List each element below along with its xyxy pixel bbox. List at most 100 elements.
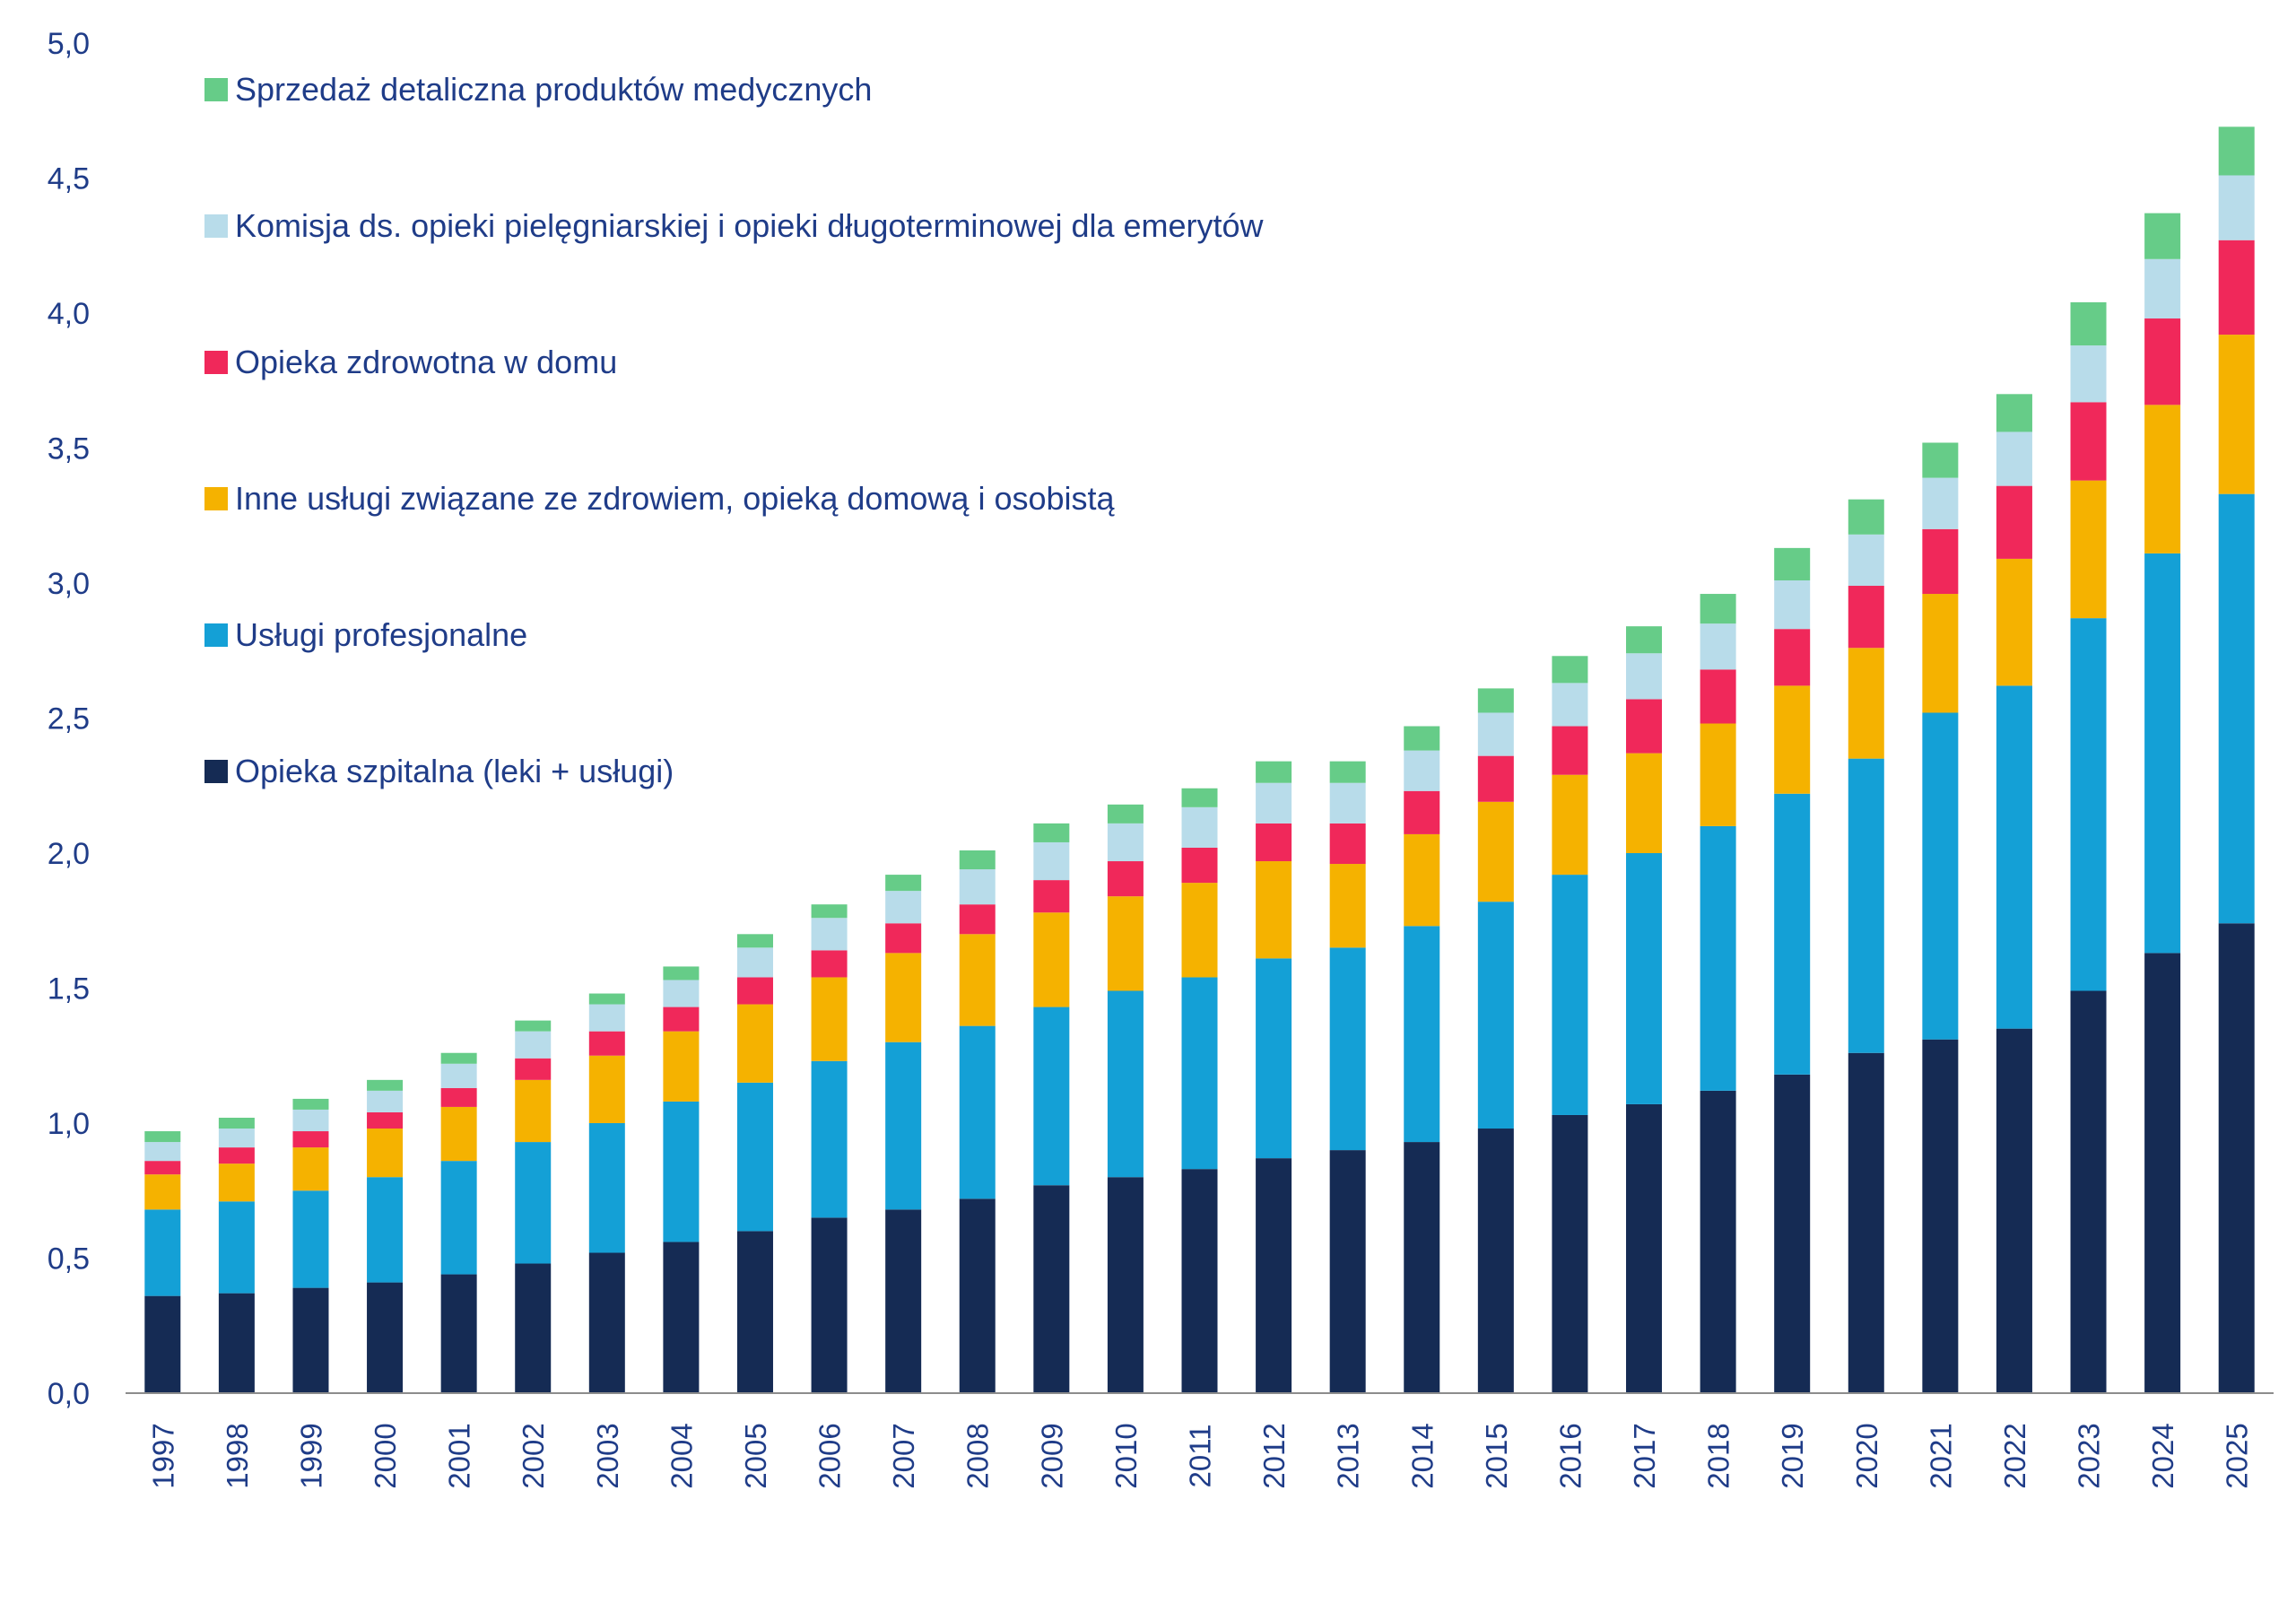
legend-item: Sprzedaż detaliczna produktów medycznych — [204, 71, 872, 108]
bar-segment-2015-s4 — [1477, 712, 1514, 756]
x-tick-label: 2024 — [2146, 1423, 2179, 1488]
bar-segment-1999-s5 — [292, 1098, 329, 1110]
bar-segment-2019-s3 — [1774, 629, 1811, 686]
bar-segment-1998-s3 — [218, 1147, 255, 1164]
bar-segment-2008-s4 — [959, 869, 996, 905]
x-tick-label: 2018 — [1702, 1423, 1735, 1488]
bar-segment-2016-s0 — [1552, 1114, 1588, 1393]
x-tick-label: 2000 — [369, 1423, 402, 1488]
y-tick-label: 0,5 — [48, 1242, 90, 1277]
bar-segment-2004-s0 — [663, 1242, 700, 1393]
bar-segment-2011-s2 — [1181, 883, 1218, 978]
bar-segment-2008-s0 — [959, 1198, 996, 1393]
bar-segment-2005-s1 — [736, 1082, 773, 1232]
bar-segment-2002-s1 — [515, 1142, 552, 1264]
bar-stack-2008 — [959, 850, 996, 1393]
bar-segment-2018-s0 — [1700, 1090, 1736, 1393]
bar-segment-2015-s2 — [1477, 801, 1514, 902]
bar-segment-2005-s0 — [736, 1231, 773, 1393]
legend-item: Opieka zdrowotna w domu — [204, 344, 617, 380]
x-tick-label: 1997 — [146, 1423, 179, 1488]
bar-segment-2024-s2 — [2144, 405, 2181, 553]
x-tick-label: 2008 — [961, 1423, 995, 1488]
bar-segment-2013-s2 — [1329, 864, 1366, 948]
bar-segment-1998-s1 — [218, 1201, 255, 1294]
y-tick-label: 1,0 — [48, 1107, 90, 1141]
legend-label: Opieka zdrowotna w domu — [235, 344, 617, 380]
bar-segment-2003-s3 — [588, 1031, 625, 1056]
bar-segment-2007-s3 — [885, 923, 922, 954]
bar-segment-2013-s4 — [1329, 782, 1366, 824]
bar-segment-2023-s4 — [2070, 345, 2107, 403]
x-tick-label: 2009 — [1035, 1423, 1068, 1488]
bar-stack-2023 — [2070, 301, 2107, 1393]
bar-segment-2021-s2 — [1922, 594, 1959, 713]
bar-segment-2022-s0 — [1996, 1028, 2032, 1393]
bar-segment-2024-s3 — [2144, 318, 2181, 405]
bar-segment-2012-s0 — [1256, 1158, 1292, 1393]
bar-segment-2012-s2 — [1256, 861, 1292, 959]
bar-segment-2025-s5 — [2218, 126, 2255, 176]
bar-segment-2022-s5 — [1996, 394, 2032, 432]
bar-segment-2008-s2 — [959, 934, 996, 1026]
bar-segment-2019-s2 — [1774, 685, 1811, 794]
x-tick-label: 2006 — [813, 1423, 847, 1488]
bar-stack-2014 — [1404, 726, 1440, 1393]
bar-segment-2025-s0 — [2218, 923, 2255, 1393]
legend: Sprzedaż detaliczna produktów medycznych… — [204, 71, 1265, 789]
bar-segment-2000-s4 — [367, 1090, 404, 1112]
bar-segment-2011-s1 — [1181, 977, 1218, 1170]
legend-item: Komisja ds. opieki pielęgniarskiej i opi… — [204, 207, 1265, 244]
bar-segment-2024-s4 — [2144, 258, 2181, 319]
y-tick-label: 3,0 — [48, 567, 90, 601]
bar-segment-2014-s3 — [1404, 790, 1440, 834]
bar-segment-2007-s2 — [885, 953, 922, 1042]
bar-stack-1999 — [292, 1098, 329, 1393]
bar-segment-2002-s3 — [515, 1058, 552, 1080]
x-tick-label: 2011 — [1184, 1425, 1217, 1488]
bar-segment-2007-s4 — [885, 891, 922, 924]
bar-segment-1999-s2 — [292, 1147, 329, 1191]
bar-stack-2004 — [663, 966, 700, 1393]
bar-segment-2010-s1 — [1107, 990, 1144, 1178]
bar-segment-1998-s0 — [218, 1293, 255, 1393]
bar-segment-2019-s0 — [1774, 1074, 1811, 1393]
bar-segment-2010-s0 — [1107, 1177, 1144, 1393]
y-tick-label: 4,5 — [48, 162, 90, 196]
bar-segment-2010-s2 — [1107, 896, 1144, 991]
bar-segment-2023-s1 — [2070, 618, 2107, 991]
bar-segment-2013-s1 — [1329, 947, 1366, 1151]
x-tick-label: 2017 — [1628, 1423, 1661, 1488]
bar-segment-2018-s3 — [1700, 669, 1736, 724]
legend-label: Sprzedaż detaliczna produktów medycznych — [235, 71, 872, 108]
bar-segment-2021-s1 — [1922, 712, 1959, 1040]
bar-segment-2002-s0 — [515, 1263, 552, 1393]
bar-segment-2022-s2 — [1996, 558, 2032, 686]
bar-segment-2023-s3 — [2070, 402, 2107, 481]
bar-segment-2014-s0 — [1404, 1142, 1440, 1393]
bar-segment-2004-s3 — [663, 1007, 700, 1032]
bar-stack-2022 — [1996, 394, 2032, 1393]
bar-segment-2011-s4 — [1181, 806, 1218, 848]
bar-segment-2024-s0 — [2144, 953, 2181, 1393]
bar-segment-2025-s1 — [2218, 493, 2255, 924]
legend-item: Usługi profesjonalne — [204, 616, 527, 653]
x-tick-label: 2015 — [1480, 1423, 1513, 1488]
bar-stack-2021 — [1922, 442, 1959, 1393]
bar-segment-2000-s0 — [367, 1282, 404, 1393]
bar-segment-2007-s5 — [885, 875, 922, 892]
bar-stack-2024 — [2144, 213, 2181, 1393]
bar-segment-2009-s4 — [1033, 841, 1070, 881]
bar-stack-2010 — [1107, 804, 1144, 1393]
bar-segment-2001-s4 — [440, 1063, 477, 1088]
bar-segment-2002-s4 — [515, 1031, 552, 1059]
bar-segment-2018-s4 — [1700, 623, 1736, 670]
bar-segment-2008-s3 — [959, 904, 996, 935]
bar-segment-2019-s5 — [1774, 547, 1811, 580]
bar-segment-2012-s4 — [1256, 782, 1292, 824]
x-tick-label: 2021 — [1924, 1423, 1957, 1488]
bar-segment-2003-s0 — [588, 1252, 625, 1393]
x-tick-label: 2004 — [665, 1423, 698, 1488]
bar-segment-2018-s5 — [1700, 594, 1736, 624]
